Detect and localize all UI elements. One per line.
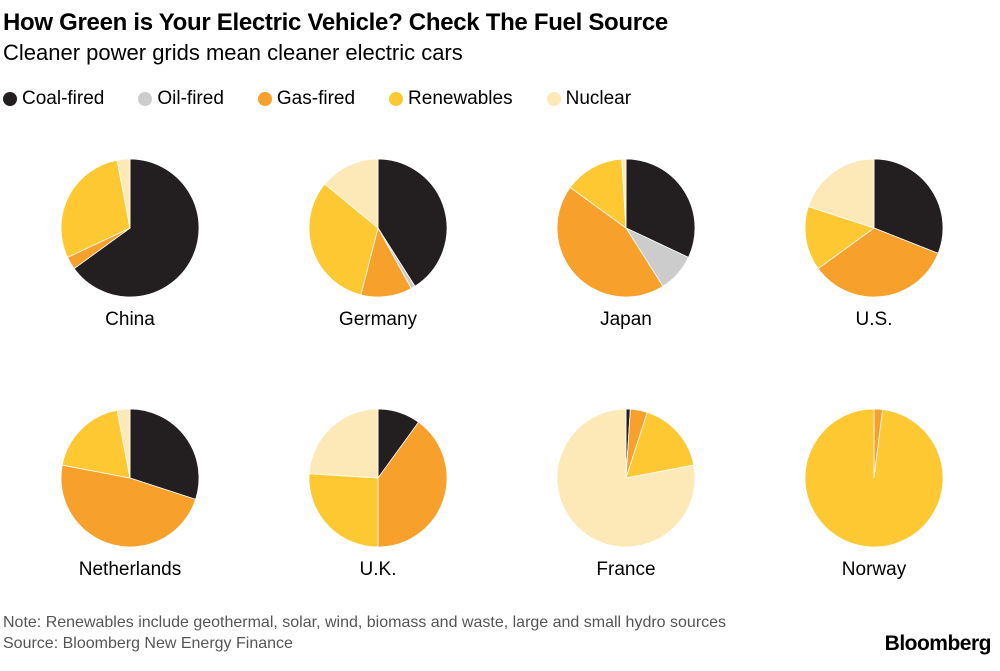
- pie-china: China: [60, 158, 200, 330]
- pie-slice-u-s-coal-fired: [873, 158, 944, 254]
- source-note: Source: Bloomberg New Energy Finance: [3, 635, 293, 652]
- pie-slice-japan-nuclear: [621, 158, 627, 229]
- legend-swatch-oil: [138, 92, 153, 106]
- pie-slice-china-nuclear: [116, 158, 131, 229]
- pie-slice-netherlands-nuclear: [116, 408, 131, 479]
- legend: Coal-fired Oil-fired Gas-fired Renewable…: [3, 88, 665, 110]
- legend-swatch-coal: [3, 92, 17, 106]
- legend-swatch-renewables: [389, 92, 404, 106]
- pie-slice-u-s-nuclear: [807, 158, 875, 229]
- pie-slice-norway-renewables: [804, 408, 944, 548]
- pie-slice-u-k-renewables: [308, 473, 379, 548]
- legend-item-nuclear: Nuclear: [546, 88, 632, 110]
- pie-label-china: China: [105, 309, 155, 330]
- legend-label-coal: Coal-fired: [22, 88, 105, 109]
- pie-slice-germany-nuclear: [324, 158, 379, 229]
- pie-label-u-k: U.K.: [360, 559, 397, 580]
- pie-slice-japan-gas-fired: [556, 186, 664, 298]
- footnote: Note: Renewables include geothermal, sol…: [3, 614, 727, 631]
- pie-slice-china-coal-fired: [73, 158, 200, 298]
- bloomberg-logo: Bloomberg: [884, 632, 992, 655]
- pie-japan: Japan: [556, 158, 696, 330]
- pie-germany: Germany: [308, 158, 448, 330]
- legend-item-oil: Oil-fired: [138, 88, 224, 110]
- legend-swatch-gas: [257, 92, 272, 106]
- pie-slice-france-nuclear: [556, 408, 696, 548]
- pie-slice-germany-renewables: [308, 183, 379, 296]
- pie-slice-netherlands-renewables: [61, 409, 131, 479]
- pie-label-norway: Norway: [842, 559, 907, 580]
- pie-label-germany: Germany: [339, 309, 418, 330]
- pie-france: France: [556, 408, 696, 580]
- legend-item-renewables: Renewables: [389, 88, 513, 110]
- pie-label-japan: Japan: [600, 309, 652, 330]
- pie-slice-france-renewables: [625, 411, 695, 479]
- pie-slice-japan-renewables: [569, 158, 627, 229]
- pie-slice-japan-coal-fired: [625, 158, 696, 258]
- pie-slice-u-s-renewables: [804, 206, 875, 270]
- legend-swatch-nuclear: [546, 92, 561, 106]
- legend-label-oil: Oil-fired: [157, 88, 224, 109]
- pie-label-u-s: U.S.: [856, 309, 893, 330]
- pie-label-france: France: [596, 559, 655, 580]
- pie-slice-netherlands-coal-fired: [129, 408, 200, 500]
- pie-label-netherlands: Netherlands: [79, 559, 181, 580]
- legend-label-gas: Gas-fired: [276, 88, 356, 109]
- legend-item-gas: Gas-fired: [257, 88, 356, 110]
- pie-u-s: U.S.: [804, 158, 944, 330]
- pie-netherlands: Netherlands: [60, 408, 200, 580]
- pie-slice-u-k-nuclear: [308, 408, 379, 479]
- chart-title: How Green is Your Electric Vehicle? Chec…: [3, 9, 668, 36]
- pie-u-k: U.K.: [308, 408, 448, 580]
- pie-slice-u-k-gas-fired: [377, 421, 448, 548]
- pie-slice-u-s-gas-fired: [817, 227, 939, 298]
- pie-norway: Norway: [804, 408, 944, 580]
- chart-subtitle: Cleaner power grids mean cleaner electri…: [3, 40, 463, 65]
- pie-slice-netherlands-gas-fired: [60, 464, 197, 548]
- legend-label-nuclear: Nuclear: [565, 88, 632, 109]
- legend-label-renewables: Renewables: [408, 88, 513, 109]
- pie-slice-china-renewables: [60, 159, 131, 258]
- legend-item-coal: Coal-fired: [3, 88, 104, 110]
